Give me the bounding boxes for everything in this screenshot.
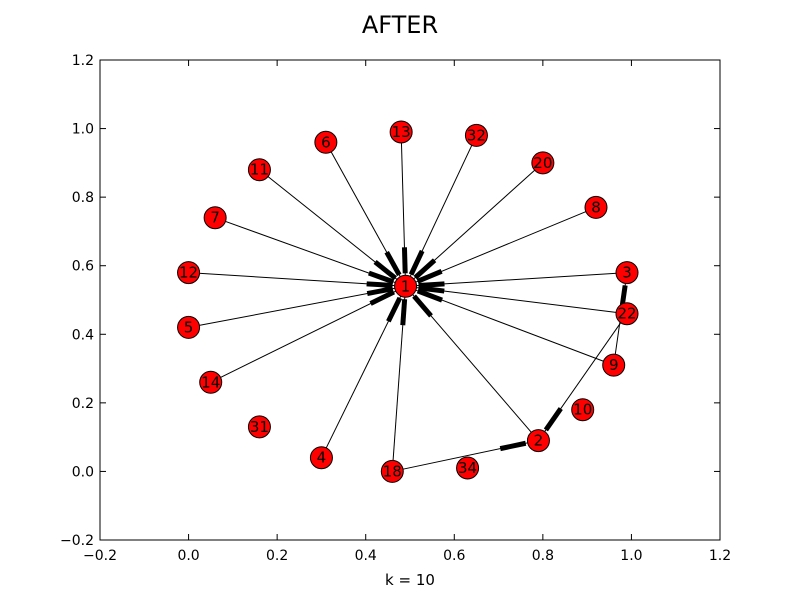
y-tick-label: 0.6 xyxy=(72,259,94,275)
edge-arrow-3-1 xyxy=(418,281,445,288)
edge-arrow-7-1 xyxy=(368,270,395,285)
edge-arrow-9-1 xyxy=(416,288,443,303)
node-13 xyxy=(389,120,413,144)
edge-arrow-2-1 xyxy=(412,294,433,318)
node-label-11: 11 xyxy=(250,161,269,179)
y-tick-label: 0.8 xyxy=(72,190,94,206)
edge-arrow-6-1 xyxy=(384,250,402,277)
node-label-2: 2 xyxy=(534,432,544,450)
edge-arrow-11-1 xyxy=(373,260,397,281)
x-tick-label: 0.8 xyxy=(532,548,554,564)
node-label-13: 13 xyxy=(392,123,411,141)
node-34 xyxy=(456,456,480,480)
y-tick-label: 0.2 xyxy=(72,396,94,412)
node-12 xyxy=(177,261,201,285)
node-label-14: 14 xyxy=(201,373,220,391)
node-3 xyxy=(615,261,639,285)
node-label-9: 9 xyxy=(609,356,619,374)
x-axis-label: k = 10 xyxy=(385,571,435,589)
node-8 xyxy=(584,195,608,219)
node-label-8: 8 xyxy=(591,198,601,216)
edge-arrow-5-1 xyxy=(366,286,394,297)
edge-arrow-22-2 xyxy=(543,407,563,432)
node-2 xyxy=(526,429,550,453)
x-tick-label: 1.0 xyxy=(620,548,642,564)
edge-arrow-12-1 xyxy=(366,281,393,288)
node-10 xyxy=(571,398,595,422)
edge-arrow-13-1 xyxy=(401,247,408,274)
node-18 xyxy=(380,459,404,483)
edge-arrow-4-1 xyxy=(386,296,403,323)
x-tick-label: 0.2 xyxy=(266,548,288,564)
node-label-5: 5 xyxy=(184,318,194,336)
node-label-20: 20 xyxy=(533,154,552,172)
edges xyxy=(188,131,628,472)
edge-arrow-32-1 xyxy=(408,249,425,276)
node-6 xyxy=(314,130,338,154)
plot-frame xyxy=(99,59,721,541)
edge-arrow-18-1 xyxy=(400,299,408,326)
y-tick-label: 0.4 xyxy=(72,327,94,343)
edge-arrow-22-1 xyxy=(418,285,445,294)
node-4 xyxy=(309,446,333,470)
node-label-1: 1 xyxy=(401,277,411,295)
node-label-4: 4 xyxy=(317,449,327,467)
node-label-32: 32 xyxy=(467,126,486,144)
node-20 xyxy=(531,151,555,175)
node-label-3: 3 xyxy=(622,264,632,282)
node-14 xyxy=(199,370,223,394)
axis-ticks: −0.2 0.0 0.2 0.4 0.6 0.8 1.0 1.2 −0.2 0.0 0.2 0.4 0.… xyxy=(60,53,731,564)
x-tick-label: 1.2 xyxy=(709,548,731,564)
y-tick-label: −0.2 xyxy=(60,533,94,549)
y-tick-label: 1.2 xyxy=(72,53,94,69)
x-tick-label: 0.4 xyxy=(355,548,377,564)
node-label-10: 10 xyxy=(573,401,592,419)
node-5 xyxy=(177,315,201,339)
node-label-7: 7 xyxy=(210,209,220,227)
edge-arrow-14-1 xyxy=(369,289,396,306)
node-11 xyxy=(247,158,271,182)
chart-title: AFTER xyxy=(362,11,438,39)
node-7 xyxy=(203,206,227,230)
node-label-22: 22 xyxy=(617,305,636,323)
y-tick-label: 1.0 xyxy=(72,122,94,138)
nodes: 1 13 32 6 20 11 8 7 12 3 22 5 9 14 10 31 2 4 34 18 xyxy=(177,120,639,483)
node-label-12: 12 xyxy=(179,264,198,282)
x-tick-label: −0.2 xyxy=(83,548,117,564)
node-32 xyxy=(464,123,488,147)
node-label-18: 18 xyxy=(383,462,402,480)
node-label-34: 34 xyxy=(458,459,477,477)
x-tick-label: 0.6 xyxy=(443,548,465,564)
y-tick-label: 0.0 xyxy=(72,464,94,480)
node-label-6: 6 xyxy=(321,133,331,151)
edge-arrow-8-1 xyxy=(416,269,443,284)
node-31 xyxy=(247,415,271,439)
node-22 xyxy=(615,302,639,326)
edge-arrow-18-2 xyxy=(499,440,527,452)
edge-arrow-20-1 xyxy=(413,258,437,280)
node-9 xyxy=(602,353,626,377)
node-1 xyxy=(394,274,418,298)
node-label-31: 31 xyxy=(250,418,269,436)
x-tick-label: 0.0 xyxy=(177,548,199,564)
